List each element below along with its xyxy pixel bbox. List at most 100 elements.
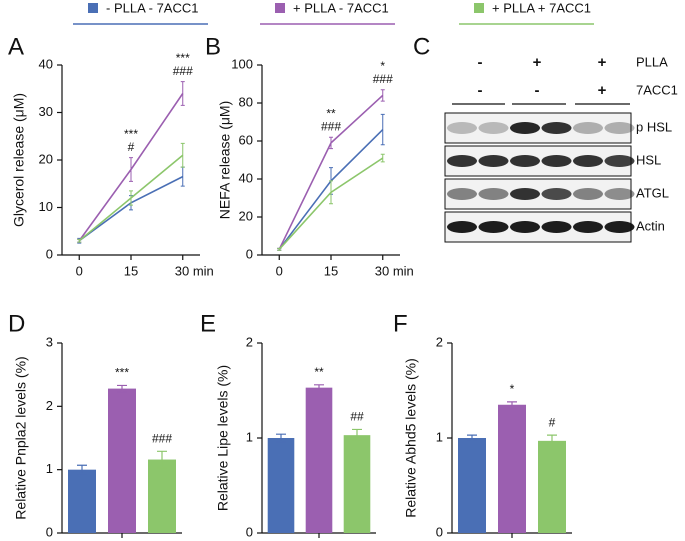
- treatment-sign: +: [598, 54, 607, 71]
- treatment-sign: -: [478, 54, 483, 71]
- significance: ***: [124, 127, 138, 141]
- error-bar: [277, 247, 282, 251]
- error-bar: [180, 142, 185, 168]
- y-tick-label: 40: [239, 170, 253, 185]
- legend-label: + PLLA + 7ACC1: [492, 0, 591, 15]
- blot-band: [541, 188, 572, 200]
- error-bar: [314, 384, 324, 392]
- significance: *: [380, 59, 385, 73]
- blot-band: [604, 155, 635, 167]
- row-label: Actin: [636, 218, 665, 233]
- y-tick-label: 0: [436, 524, 443, 539]
- significance: **: [314, 365, 324, 379]
- legend-label: - PLLA - 7ACC1: [106, 0, 199, 15]
- error-bar: [129, 157, 133, 182]
- bar: [108, 388, 136, 533]
- y-tick-label: 40: [39, 56, 53, 71]
- x-tick-label: 0: [76, 263, 83, 278]
- bar: [267, 438, 295, 533]
- y-tick-label: 20: [39, 151, 53, 166]
- blot-band: [447, 188, 477, 200]
- y-axis-label: Relative Pnpla2 levels (%): [13, 356, 29, 519]
- y-tick-label: 0: [246, 524, 253, 539]
- error-bar: [77, 464, 87, 475]
- y-tick-label: 3: [46, 334, 53, 349]
- x-tick-label: 30 min: [375, 263, 414, 278]
- significance: ###: [373, 72, 393, 86]
- significance: #: [549, 415, 556, 429]
- blot-band: [510, 155, 540, 167]
- legend-swatch: [474, 3, 484, 13]
- panel-label: C: [413, 33, 430, 60]
- significance: ***: [115, 366, 129, 380]
- y-tick-label: 20: [239, 208, 253, 223]
- y-tick-label: 60: [239, 132, 253, 147]
- y-tick-label: 2: [46, 398, 53, 413]
- blot-band: [510, 221, 540, 233]
- treatment-sign: +: [598, 82, 607, 99]
- bar: [538, 440, 566, 533]
- y-axis-label: Relative Lipe levels (%): [215, 365, 231, 511]
- x-tick-label: 15: [324, 263, 338, 278]
- blot-band: [510, 122, 540, 134]
- significance: ##: [350, 410, 364, 424]
- error-bar: [329, 180, 333, 205]
- legend-swatch: [275, 3, 285, 13]
- y-tick-label: 1: [246, 429, 253, 444]
- significance: *: [510, 382, 515, 396]
- significance: ###: [152, 431, 172, 445]
- significance: ###: [173, 64, 193, 78]
- treatment-sign: -: [478, 82, 483, 99]
- blot-band: [573, 221, 603, 233]
- error-bar: [547, 434, 557, 448]
- error-bar: [329, 136, 333, 150]
- y-tick-label: 30: [39, 104, 53, 119]
- error-bar: [180, 81, 185, 106]
- error-bar: [352, 428, 362, 442]
- error-bar: [117, 384, 127, 393]
- significance: ###: [321, 119, 341, 133]
- error-bar: [380, 89, 385, 102]
- x-tick-label: 15: [124, 263, 138, 278]
- error-bar: [380, 113, 385, 146]
- significance: ***: [176, 51, 190, 65]
- x-tick-label: 30 min: [175, 263, 214, 278]
- blot-band: [604, 221, 635, 233]
- blot-band: [541, 221, 572, 233]
- bar: [68, 469, 96, 533]
- treatment-name: 7ACC1: [636, 82, 678, 97]
- y-tick-label: 80: [239, 94, 253, 109]
- y-tick-label: 0: [46, 246, 53, 261]
- error-bar: [276, 433, 286, 443]
- panel-label: F: [393, 310, 408, 337]
- y-tick-label: 1: [46, 461, 53, 476]
- y-axis-label: Relative Abhd5 levels (%): [403, 358, 419, 518]
- treatment-sign: -: [535, 82, 540, 99]
- error-bar: [507, 401, 517, 409]
- blot-band: [573, 122, 603, 134]
- row-label: p HSL: [636, 119, 672, 134]
- panel-label: A: [8, 33, 24, 60]
- legend-label: + PLLA - 7ACC1: [293, 0, 389, 15]
- y-tick-label: 100: [231, 56, 253, 71]
- significance: **: [326, 106, 336, 120]
- y-axis-label: NEFA release (μM): [217, 101, 233, 220]
- x-tick-label: 0: [276, 263, 283, 278]
- blot-band: [478, 122, 509, 134]
- treatment-sign: +: [533, 54, 542, 71]
- blot-band: [573, 188, 603, 200]
- bar: [305, 387, 333, 533]
- row-label: HSL: [636, 152, 661, 167]
- error-bar: [129, 190, 133, 206]
- y-tick-label: 0: [246, 246, 253, 261]
- blot-band: [447, 155, 477, 167]
- y-tick-label: 1: [436, 429, 443, 444]
- bar: [343, 435, 371, 533]
- y-tick-label: 2: [246, 334, 253, 349]
- y-tick-label: 2: [436, 334, 443, 349]
- blot-band: [541, 122, 572, 134]
- panel-label: B: [205, 33, 221, 60]
- significance: #: [128, 140, 135, 154]
- blot-band: [447, 221, 477, 233]
